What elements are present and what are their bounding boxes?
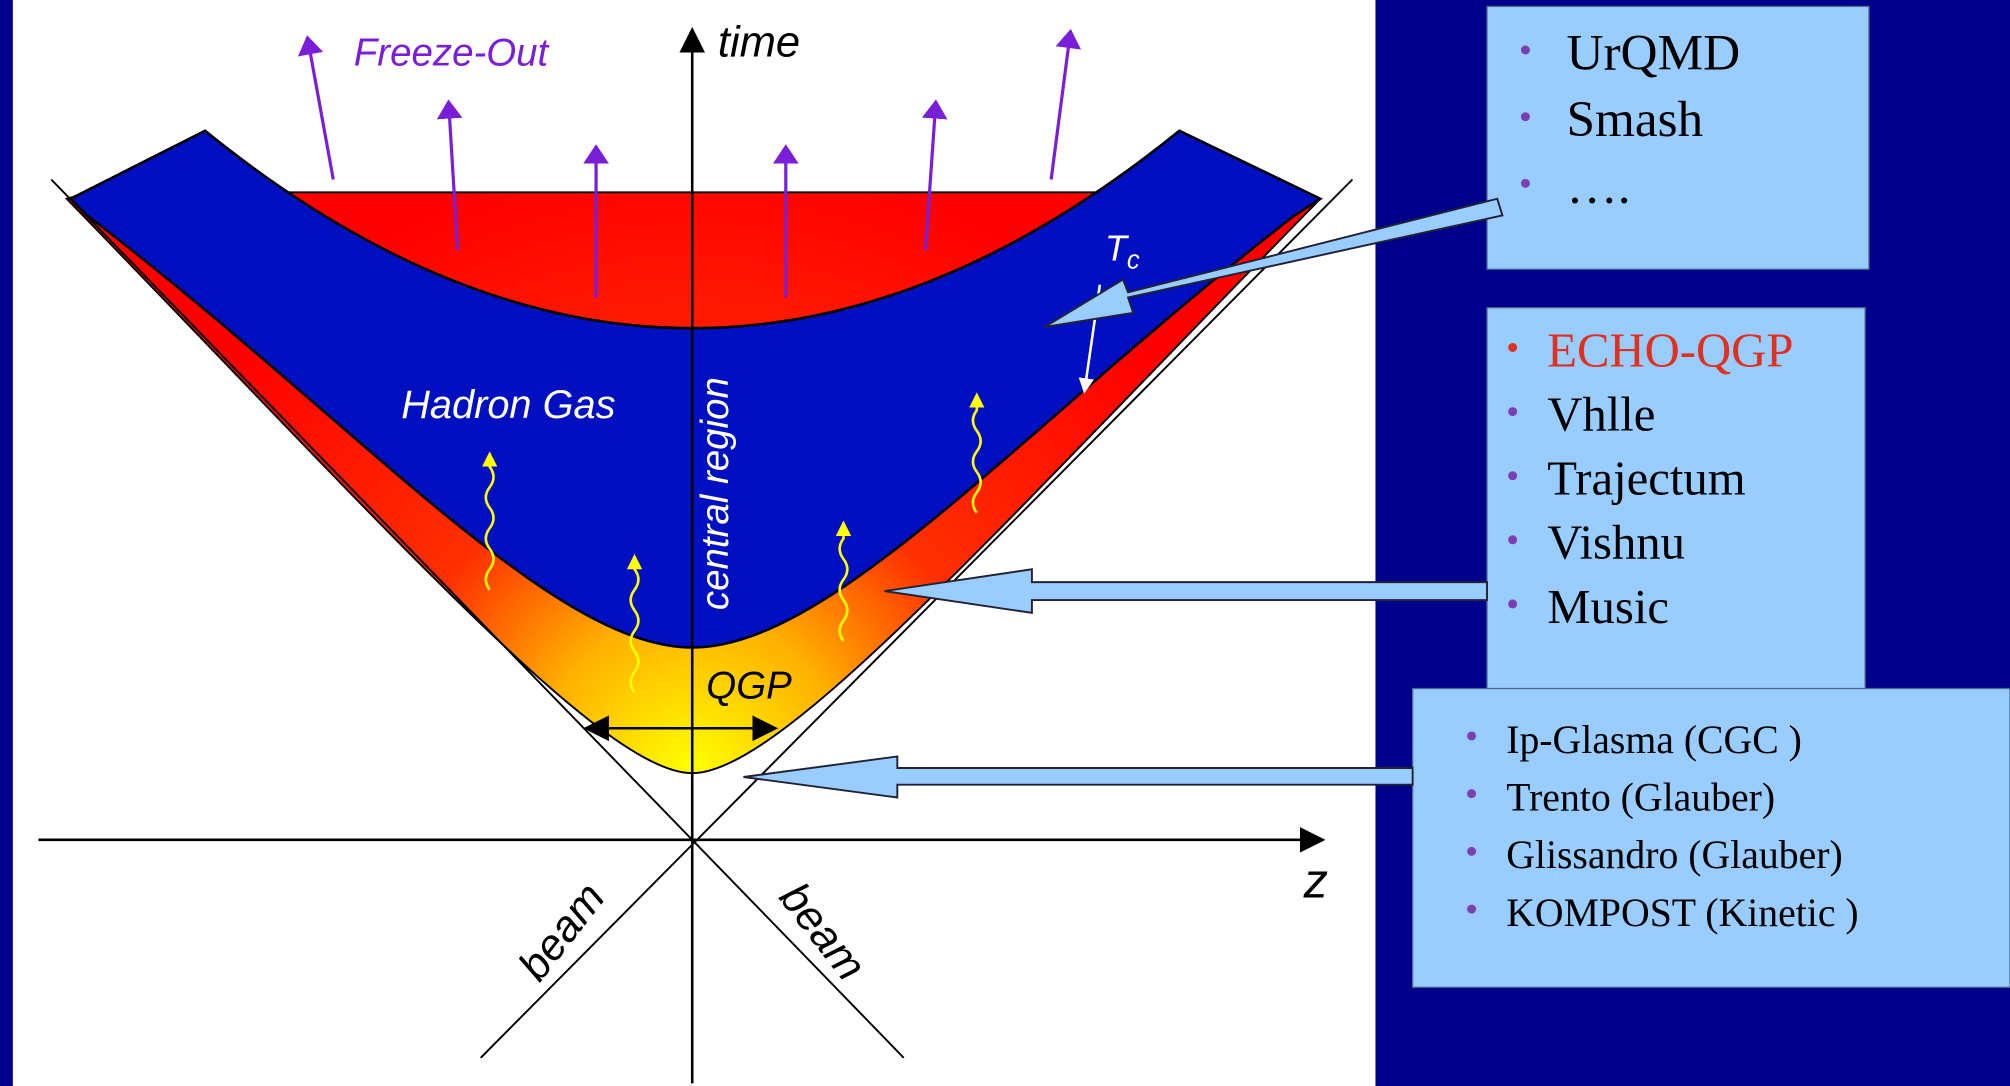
list-item: Music	[1547, 580, 1669, 634]
list-item: ECHO-QGP	[1547, 323, 1793, 377]
list-item: Smash	[1566, 91, 1703, 148]
light-cone	[50, 178, 1354, 1059]
list-item: ….	[1566, 158, 1630, 215]
tc-main: T	[1105, 229, 1130, 269]
freeze-out-arrows	[297, 28, 1082, 298]
bullet	[1508, 342, 1518, 352]
box-hydro	[1486, 307, 1866, 694]
pointer-arrows	[743, 197, 1504, 799]
list-item: Trento (Glauber)	[1506, 775, 1775, 819]
bullet	[1520, 112, 1530, 122]
tc-subscript: c	[1127, 246, 1140, 274]
box-afterburner	[1486, 5, 1870, 270]
freeze-out-label: Freeze-Out	[354, 31, 551, 74]
tc-label: Tc	[1105, 229, 1140, 275]
qgp-label: QGP	[706, 665, 792, 708]
bullet	[1467, 904, 1477, 914]
photon-arrows	[481, 392, 985, 694]
central-region-label: central region	[694, 377, 737, 610]
hadron-gas-label: Hadron Gas	[401, 383, 615, 427]
bullet	[1467, 789, 1477, 799]
list-item: Trajectum	[1547, 452, 1745, 506]
bullet	[1508, 471, 1518, 481]
bullet	[1467, 731, 1477, 741]
list-item: KOMPOST (Kinetic )	[1506, 891, 1858, 935]
list-item: Glissandro (Glauber)	[1506, 833, 1843, 877]
bullet	[1508, 407, 1518, 417]
z-label: z	[1303, 855, 1328, 909]
bullet	[1508, 599, 1518, 609]
bullet	[1520, 178, 1530, 188]
bullet	[1467, 846, 1477, 856]
list-item: Vishnu	[1547, 516, 1685, 570]
list-item: UrQMD	[1566, 24, 1740, 81]
list-item: Ip-Glasma (CGC )	[1506, 718, 1802, 762]
list-item: Vhlle	[1547, 387, 1655, 441]
hadron-gas-region	[68, 129, 1323, 649]
box-initial	[1411, 687, 2010, 988]
bullet	[1508, 535, 1518, 545]
time-label: time	[718, 18, 800, 66]
bullet	[1520, 45, 1530, 55]
lists: UrQMD Smash …. ECHO-QGP Vhlle Trajectum Vishnu…	[1467, 24, 1859, 935]
